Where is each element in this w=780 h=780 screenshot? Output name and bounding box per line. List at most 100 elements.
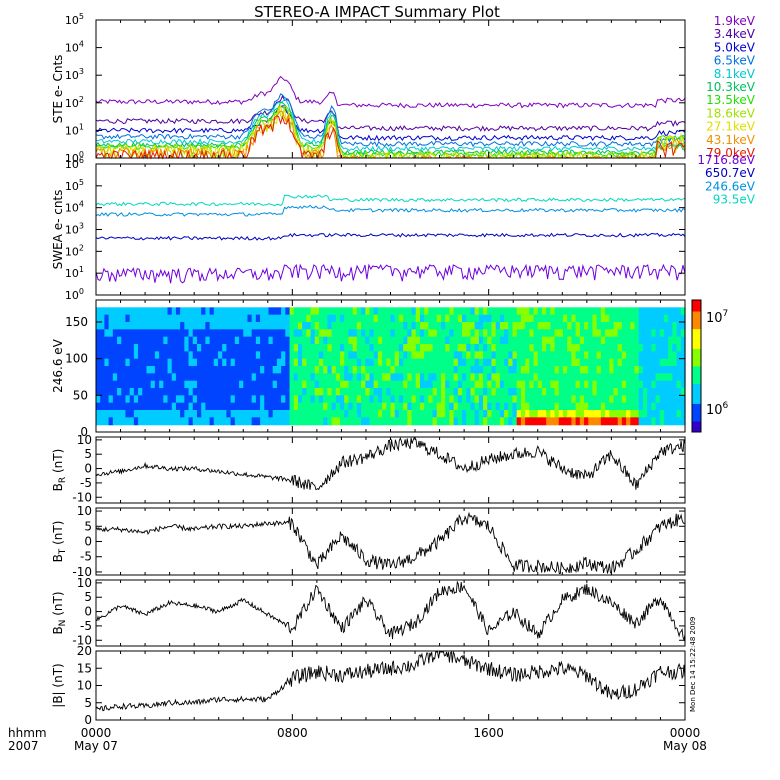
pad-cell: [457, 351, 463, 360]
br-ytick-label: 5: [84, 447, 92, 461]
pad-cell: [495, 417, 501, 426]
pad-cell: [575, 417, 581, 426]
pad-cell: [398, 417, 404, 426]
pad-cell: [491, 417, 497, 426]
pad-cell: [260, 329, 265, 338]
pad-cell: [550, 336, 556, 345]
pad-cell: [398, 388, 404, 396]
pad-cell: [600, 358, 606, 367]
pad-cell: [264, 322, 270, 330]
pad-cell: [546, 307, 551, 316]
pad-cell: [457, 410, 463, 418]
pad-cell: [365, 307, 371, 316]
pad-cell: [403, 373, 408, 382]
pad-cell: [251, 322, 257, 330]
pad-cell: [255, 358, 261, 367]
pad-cell: [112, 388, 118, 396]
pad-cell: [154, 322, 160, 330]
pad-cell: [373, 366, 379, 374]
pad-cell: [571, 373, 577, 382]
pad-cell: [462, 314, 467, 323]
pad-cell: [487, 307, 493, 316]
pad-cell: [605, 314, 610, 323]
pad-cell: [403, 336, 408, 345]
pad-cell: [184, 336, 190, 345]
pad-cell: [634, 344, 640, 352]
pad-cell: [541, 395, 547, 404]
pad-cell: [592, 380, 598, 389]
pad-cell: [146, 314, 152, 323]
pad-cell: [478, 358, 484, 367]
pad-cell: [394, 366, 400, 374]
pad-cell: [314, 402, 320, 411]
pad-cell: [403, 395, 408, 404]
pad-cell: [567, 336, 573, 345]
pad-cell: [112, 402, 118, 411]
pad-cell: [672, 410, 678, 418]
pad-cell: [584, 417, 589, 426]
pad-cell: [584, 388, 589, 396]
pad-cell: [150, 417, 156, 426]
pad-cell: [647, 307, 652, 316]
pad-cell: [247, 322, 253, 330]
pad-cell: [554, 402, 560, 411]
pad-cell: [289, 417, 295, 426]
pad-cell: [394, 322, 400, 330]
pad-cell: [369, 402, 375, 411]
pad-cell: [651, 380, 657, 389]
pad-cell: [268, 329, 274, 338]
pad-cell: [676, 380, 682, 389]
bmag-ytick-label: 15: [77, 661, 92, 675]
pad-cell: [617, 366, 623, 374]
bn-ylabel: BN (nT): [51, 591, 68, 634]
pad-cell: [108, 410, 114, 418]
pad-cell: [196, 344, 202, 352]
pad-cell: [264, 336, 270, 345]
pad-cell: [672, 402, 678, 411]
pad-cell: [567, 344, 573, 352]
pad-cell: [327, 388, 333, 396]
pad-cell: [201, 307, 206, 316]
pad-cell: [369, 395, 375, 404]
pad-cell: [491, 344, 497, 352]
pad-cell: [344, 388, 350, 396]
pad-cell: [512, 410, 518, 418]
pad-cell: [167, 380, 173, 389]
pad-cell: [184, 344, 190, 352]
pad-cell: [525, 373, 530, 382]
pad-cell: [293, 380, 299, 389]
pad-cell: [676, 336, 682, 345]
pad-cell: [184, 417, 190, 426]
pad-cell: [529, 395, 535, 404]
pad-cell: [243, 402, 249, 411]
pad-cell: [680, 314, 686, 323]
pad-cell: [466, 410, 472, 418]
pad-cell: [327, 410, 333, 418]
pad-cell: [609, 358, 615, 367]
pad-cell: [255, 402, 261, 411]
pad-cell: [188, 314, 194, 323]
pad-cell: [462, 344, 467, 352]
pad-cell: [592, 344, 598, 352]
pad-cell: [394, 314, 400, 323]
pad-cell: [344, 351, 350, 360]
pad-cell: [184, 395, 190, 404]
pad-cell: [470, 388, 476, 396]
pad-cell: [491, 402, 497, 411]
pad-cell: [483, 417, 488, 426]
pad-cell: [579, 344, 585, 352]
pad-cell: [247, 417, 253, 426]
pad-cell: [209, 358, 215, 367]
pad-cell: [516, 336, 522, 345]
pad-cell: [175, 351, 181, 360]
pad-cell: [642, 402, 648, 411]
pad-cell: [356, 314, 362, 323]
pad-cell: [201, 329, 206, 338]
pad-cell: [142, 358, 148, 367]
pad-cell: [129, 322, 135, 330]
pad-cell: [605, 358, 610, 367]
pad-cell: [100, 358, 106, 367]
pad-cell: [234, 402, 240, 411]
pad-cell: [175, 402, 181, 411]
pad-cell: [440, 314, 446, 323]
